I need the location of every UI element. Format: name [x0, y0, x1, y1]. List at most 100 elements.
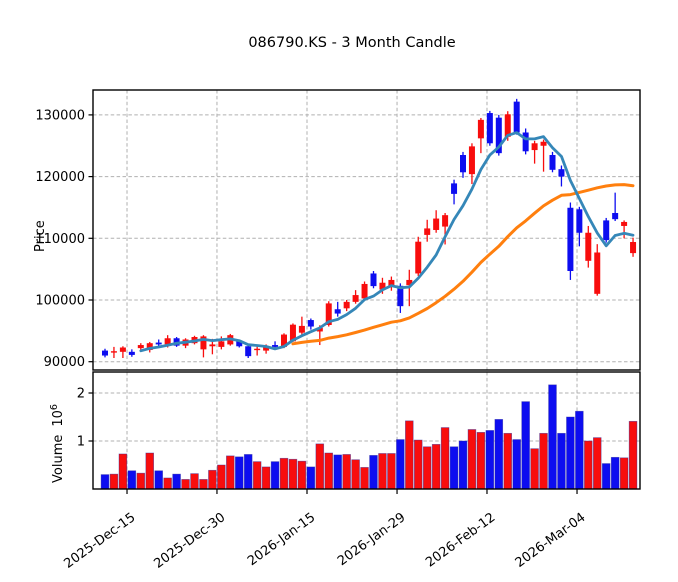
candle-body [388, 279, 395, 287]
volume-bar [467, 429, 477, 490]
volume-bar [163, 477, 172, 490]
candle-body [415, 241, 422, 274]
volume-bar [592, 437, 602, 490]
volume-axis-label-word: Volume [51, 435, 66, 483]
volume-bar [315, 443, 325, 490]
volume-bar [396, 439, 405, 490]
candle-body [549, 155, 556, 170]
volume-bar [118, 453, 128, 490]
volume-bar [145, 452, 155, 490]
candle-body [325, 303, 332, 325]
price-axis-label: Price [33, 220, 48, 252]
volume-bar [324, 452, 334, 490]
candle-body [567, 207, 574, 272]
candle-body [263, 346, 270, 351]
axes-spines [92, 89, 641, 490]
volume-tick-label: 1 [77, 435, 85, 450]
volume-bar [109, 473, 119, 490]
candle-body [200, 336, 207, 350]
candle-body [621, 221, 628, 226]
candle-body [612, 213, 619, 220]
fast-ma-line [139, 131, 635, 353]
volume-bar [226, 455, 235, 490]
volume-bar [378, 453, 387, 490]
volume-bar [521, 401, 530, 490]
candle-body [146, 343, 153, 350]
candle-body [406, 279, 413, 286]
candle-body [281, 334, 287, 347]
candle-body [298, 325, 305, 333]
volume-bar [297, 460, 307, 490]
volume-bar [270, 461, 280, 490]
candle-body [361, 283, 368, 299]
candle-body [468, 146, 475, 175]
candle-body [504, 114, 511, 137]
candle-body [433, 218, 440, 230]
date-tick-label: 2025-Dec-30 [151, 510, 228, 572]
price-tick-label: 130000 [35, 108, 85, 123]
candle-body [558, 169, 565, 177]
candle-body [379, 282, 386, 290]
candle-body [495, 117, 502, 154]
volume-bar [449, 446, 459, 490]
date-tick-label: 2026-Mar-04 [513, 510, 589, 571]
candle-body [307, 320, 314, 327]
slow-ma-line [291, 183, 635, 346]
volume-bar [628, 420, 638, 490]
candle-body [102, 350, 108, 356]
volume-bar [172, 473, 181, 490]
candle-body [334, 309, 341, 314]
volume-bar [387, 453, 396, 490]
volume-bar [252, 461, 262, 490]
volume-bar [181, 479, 190, 490]
date-tick-label: 2026-Feb-12 [423, 510, 498, 570]
candle-body [451, 183, 458, 194]
price-tick-label: 100000 [35, 294, 85, 309]
candle-body [460, 155, 466, 173]
candle-body [594, 252, 601, 294]
volume-bar [584, 440, 593, 490]
volume-bar [548, 384, 557, 490]
volume-bar [360, 467, 369, 490]
candle-body [352, 295, 359, 302]
date-tick-label: 2026-Jan-29 [335, 510, 408, 569]
volume-bar [503, 432, 513, 490]
candle-body [128, 351, 135, 355]
volume-bar [306, 466, 316, 490]
volume-bar [476, 432, 486, 490]
volume-bar [422, 446, 432, 490]
volume-bar [261, 466, 271, 490]
volume-bar [405, 420, 414, 490]
volume-axis-unit-exponent: 6 [49, 404, 60, 410]
candle-body [531, 143, 538, 151]
price-tick-label: 90000 [44, 355, 85, 370]
volume-bar [243, 454, 253, 490]
volume-bar [557, 432, 566, 490]
candle-body [119, 347, 126, 352]
candlesticks [102, 98, 637, 358]
candle-body [442, 215, 449, 227]
volume-bar [512, 439, 521, 490]
volume-bar [601, 463, 611, 490]
volume-bar [619, 457, 629, 490]
volume-bar [610, 456, 620, 490]
volume-bar [199, 479, 208, 490]
candle-body [397, 285, 404, 307]
candle-body [272, 345, 279, 347]
candle-body [110, 351, 117, 353]
candle-body [522, 132, 529, 152]
volume-tick-label: 2 [77, 387, 85, 402]
candle-body [576, 209, 583, 233]
volume-bar [440, 427, 450, 490]
volume-bar [100, 474, 110, 490]
volume-bar [235, 456, 244, 490]
volume-bar [217, 464, 226, 490]
candle-body [477, 119, 484, 139]
volume-axis-unit-base: 10 [51, 410, 66, 427]
candle-body [218, 341, 225, 347]
candle-body [316, 327, 323, 332]
candle-body [164, 338, 171, 345]
date-tick-label: 2026-Jan-15 [245, 510, 318, 569]
